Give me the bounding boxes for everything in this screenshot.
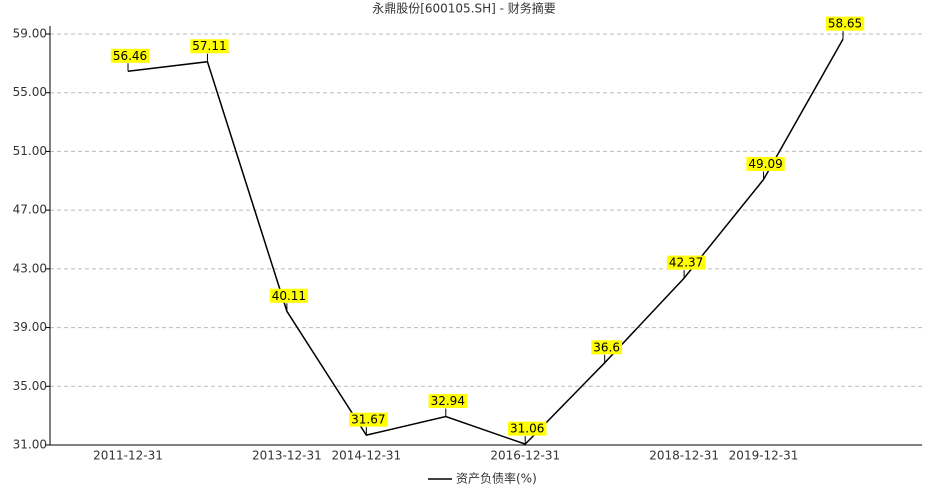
data-label-text: 32.94 bbox=[431, 394, 465, 408]
data-label: 58.65 bbox=[825, 16, 865, 31]
data-label-bg bbox=[349, 412, 388, 427]
y-tick-label: 35.00 bbox=[13, 379, 47, 393]
data-label-bg bbox=[508, 421, 547, 436]
data-label: 31.06 bbox=[508, 421, 547, 436]
data-label-text: 42.37 bbox=[669, 256, 703, 270]
data-label-bg bbox=[591, 340, 623, 355]
data-label-text: 40.11 bbox=[272, 289, 306, 303]
y-tick-label: 55.00 bbox=[13, 85, 47, 99]
data-label: 32.94 bbox=[428, 394, 467, 409]
data-label-text: 36.6 bbox=[593, 340, 620, 354]
y-tick-label: 59.00 bbox=[13, 27, 47, 41]
data-label: 57.11 bbox=[190, 39, 229, 54]
data-label-text: 57.11 bbox=[192, 39, 226, 53]
x-tick-label: 2011-12-31 bbox=[93, 449, 163, 463]
line-series bbox=[127, 38, 844, 445]
y-tick-label: 51.00 bbox=[13, 144, 47, 158]
data-label: 36.6 bbox=[591, 340, 623, 355]
data-label-bg bbox=[269, 288, 309, 303]
x-tick-label: 2018-12-31 bbox=[649, 449, 719, 463]
data-label: 56.46 bbox=[110, 48, 150, 63]
data-label-text: 56.46 bbox=[113, 49, 147, 63]
y-tick-label: 47.00 bbox=[13, 203, 47, 217]
data-label-bg bbox=[666, 255, 706, 270]
data-label-bg bbox=[825, 16, 865, 31]
data-label: 42.37 bbox=[666, 255, 706, 270]
data-label: 49.09 bbox=[746, 156, 785, 171]
data-label-bg bbox=[746, 156, 785, 171]
x-tick-label: 2014-12-31 bbox=[331, 449, 401, 463]
data-label-bg bbox=[110, 48, 150, 63]
x-tick-label: 2013-12-31 bbox=[252, 449, 322, 463]
chart-title: 永鼎股份[600105.SH] - 财务摘要 bbox=[372, 1, 556, 16]
y-tick-label: 39.00 bbox=[13, 320, 47, 334]
y-tick-label: 43.00 bbox=[13, 261, 47, 275]
data-label-bg bbox=[190, 39, 229, 54]
data-label-text: 31.06 bbox=[510, 422, 544, 436]
data-label: 31.67 bbox=[349, 412, 388, 427]
x-tick-label: 2016-12-31 bbox=[490, 449, 560, 463]
y-tick-label: 31.00 bbox=[13, 438, 47, 452]
data-label-text: 49.09 bbox=[748, 157, 782, 171]
data-label-text: 31.67 bbox=[351, 413, 385, 427]
data-label-bg bbox=[428, 394, 467, 409]
legend-label: 资产负债率(%) bbox=[456, 471, 537, 486]
data-label: 40.11 bbox=[269, 288, 309, 303]
x-tick-label: 2019-12-31 bbox=[729, 449, 799, 463]
data-label-text: 58.65 bbox=[828, 17, 862, 31]
